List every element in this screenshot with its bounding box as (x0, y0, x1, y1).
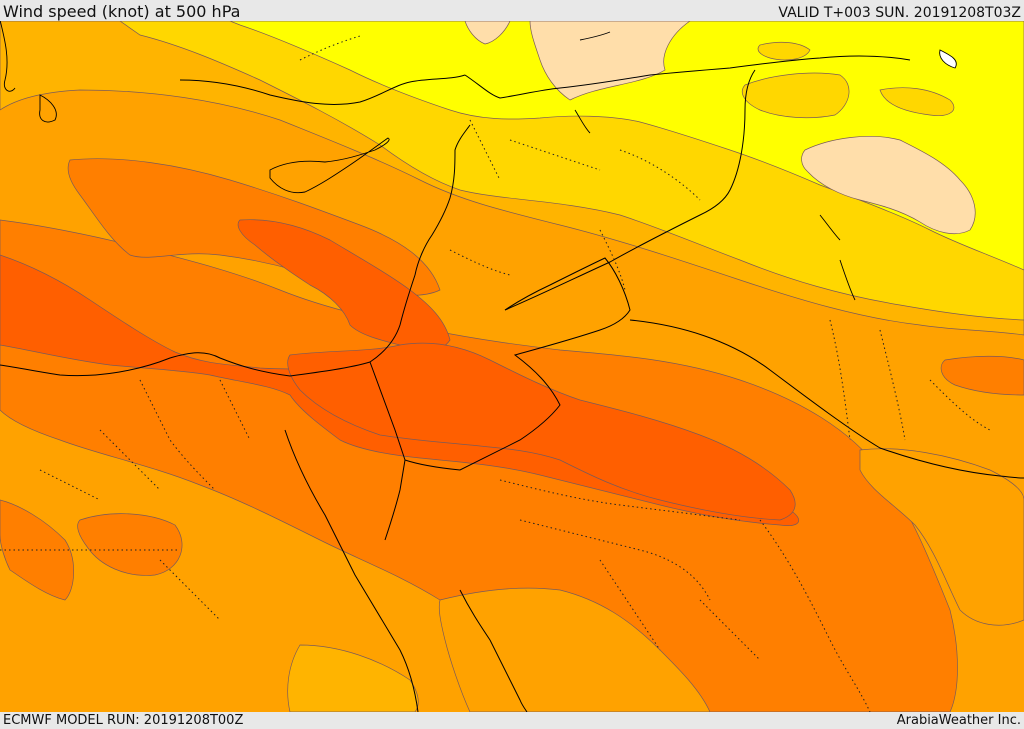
shade-gold-south (287, 644, 419, 712)
header-bar: Wind speed (knot) at 500 hPa VALID T+003… (0, 0, 1024, 21)
model-run-label: ECMWF MODEL RUN: 20191208T00Z (3, 713, 244, 728)
wind-speed-map[interactable] (0, 21, 1024, 712)
shade-light-orange-south (438, 587, 711, 712)
map-title: Wind speed (knot) at 500 hPa (3, 2, 241, 21)
coastlines (0, 21, 957, 301)
country-borders (0, 55, 1024, 712)
credit-label: ArabiaWeather Inc. (896, 713, 1021, 728)
shade-dark-orange-east (940, 355, 1024, 396)
valid-time-label: VALID T+003 SUN. 20191208T03Z (778, 5, 1021, 21)
shade-beige-east (801, 136, 976, 234)
shade-beige-north (529, 21, 691, 101)
shade-gold-patch-1 (741, 72, 850, 119)
shade-band-dark-orange (0, 219, 958, 712)
footer-bar: ECMWF MODEL RUN: 20191208T00Z ArabiaWeat… (0, 712, 1024, 729)
shade-light-orange-se (859, 448, 1024, 626)
shade-gold-patch-3 (879, 87, 955, 116)
admin-borders (0, 35, 991, 712)
shade-gold-patch-2 (757, 41, 811, 61)
shade-jet-core-center (287, 342, 796, 521)
map-canvas (0, 21, 1024, 712)
shade-beige-northwest (464, 21, 511, 45)
shade-dark-orange-sw (77, 513, 183, 576)
